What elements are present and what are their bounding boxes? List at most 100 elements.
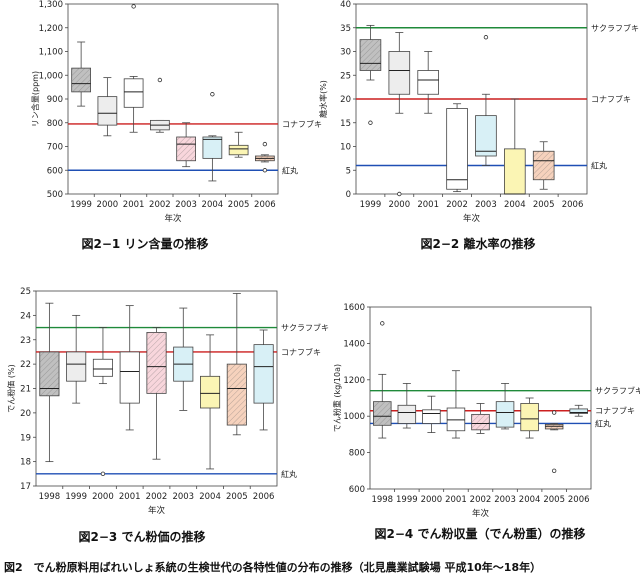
outlier-point (483, 35, 489, 40)
box-2000 (97, 77, 118, 137)
reference-line-label: 紅丸 (595, 418, 611, 428)
x-tick-label: 2002 (446, 200, 468, 210)
x-axis-label: 年次 (164, 213, 182, 224)
box-2003 (495, 383, 515, 430)
outlier-point (262, 141, 268, 147)
y-tick-label: 1,000 (39, 71, 63, 81)
y-tick-label: 20 (340, 95, 351, 105)
box-body (253, 344, 274, 404)
box-2004 (202, 92, 223, 182)
x-tick-label: 2006 (562, 200, 584, 210)
box-2006 (255, 141, 275, 173)
chart-panel-3: 17 18 19 20 21 22 23 24 25 1998 1999 2000 2001 2002 20… (6, 287, 329, 544)
y-tick-label: 1,200 (39, 24, 63, 34)
box-2004 (504, 98, 526, 195)
x-tick-label: 2000 (97, 200, 119, 210)
outlier-point (210, 92, 215, 97)
box-2001 (446, 370, 466, 439)
x-tick-label: 2003 (172, 492, 194, 502)
box-2000 (92, 327, 113, 477)
reference-line-label: 紅丸 (591, 161, 607, 171)
y-tick-label: 17 (20, 482, 31, 492)
box-body (569, 408, 588, 414)
box-hatch (533, 151, 555, 180)
x-tick-label: 2001 (417, 200, 439, 210)
box-2000 (422, 395, 441, 433)
box-1999 (397, 383, 417, 429)
x-tick-label: 2001 (445, 495, 467, 505)
box-2002 (446, 103, 468, 193)
outlier-point (368, 120, 373, 125)
x-tick-label: 2003 (494, 495, 516, 505)
x-axis-label: 年次 (148, 505, 166, 516)
y-tick-label: 1600 (343, 303, 365, 313)
chart-title: 図2−3 でん粉価の推移 (79, 529, 206, 544)
reference-line-label: サクラフブキ (595, 386, 640, 396)
outlier-point (397, 191, 402, 197)
y-tick-label: 21 (20, 385, 31, 395)
reference-line-label: サクラフブキ (591, 23, 639, 33)
x-tick-label: 2002 (470, 495, 492, 505)
y-tick-label: 500 (47, 190, 63, 200)
box-2006 (569, 404, 588, 417)
box-2005 (544, 410, 564, 473)
box-hatch (227, 364, 247, 426)
chart-title: 図2−2 離水率の推移 (421, 236, 536, 251)
y-axis-label: でん粉重 (kg/10a) (332, 364, 342, 432)
box-hatch (373, 401, 392, 426)
x-tick-label: 2000 (421, 495, 443, 505)
box-2005 (228, 131, 249, 158)
y-tick-label: 600 (47, 166, 63, 176)
box-body (475, 115, 497, 157)
y-tick-label: 20 (20, 409, 31, 419)
box-body (228, 144, 249, 156)
box-2005 (226, 293, 247, 436)
box-1999 (66, 314, 87, 404)
outlier-point (380, 321, 385, 326)
outlier-point (100, 471, 106, 477)
box-2002 (150, 77, 170, 133)
reference-line-label: 紅丸 (282, 165, 298, 175)
x-tick-label: 1999 (65, 492, 87, 502)
x-tick-label: 1999 (396, 495, 418, 505)
box-1998 (39, 302, 60, 463)
y-tick-label: 0 (346, 190, 351, 200)
box-hatch (71, 68, 91, 92)
box-2004 (520, 397, 539, 439)
x-tick-label: 2004 (504, 200, 526, 210)
y-tick-label: 900 (47, 95, 63, 105)
x-tick-label: 2006 (253, 492, 275, 502)
reference-line-label: コナフブキ (282, 119, 322, 129)
box-2002 (471, 403, 490, 434)
x-tick-label: 2003 (175, 200, 197, 210)
box-body (92, 358, 113, 377)
y-tick-label: 19 (20, 433, 31, 443)
y-tick-label: 1,100 (39, 48, 63, 58)
y-tick-label: 30 (340, 48, 351, 58)
outlier-point (131, 4, 136, 9)
box-body (200, 375, 221, 409)
box-2003 (475, 35, 497, 166)
x-tick-label: 1998 (39, 492, 61, 502)
x-tick-label: 2005 (226, 492, 248, 502)
x-axis-label: 年次 (472, 508, 490, 519)
x-tick-label: 1998 (371, 495, 393, 505)
reference-line-label: コナフブキ (591, 94, 631, 104)
box-2001 (119, 305, 140, 431)
chart-panel-2: 0 5 10 15 20 25 30 35 40 1999 2000 2001 2002 2003 2004… (318, 0, 639, 251)
y-tick-label: 1000 (343, 412, 365, 422)
x-tick-label: 2002 (149, 200, 171, 210)
y-tick-label: 800 (47, 119, 63, 129)
y-tick-label: 800 (349, 449, 365, 459)
figure-caption: 図2 でん粉原料用ばれいしょ系統の生検世代の各特性値の分布の推移（北見農業試験場… (4, 560, 541, 574)
x-tick-label: 2001 (119, 492, 141, 502)
box-body (397, 404, 417, 424)
box-hatch (39, 351, 60, 396)
box-2003 (173, 307, 194, 411)
reference-line-label: コナフブキ (281, 347, 321, 357)
box-body (66, 351, 87, 382)
x-tick-label: 2006 (254, 200, 276, 210)
y-axis-label: リン含量(ppm) (30, 71, 40, 127)
box-body (520, 403, 539, 432)
box-2001 (123, 4, 144, 133)
